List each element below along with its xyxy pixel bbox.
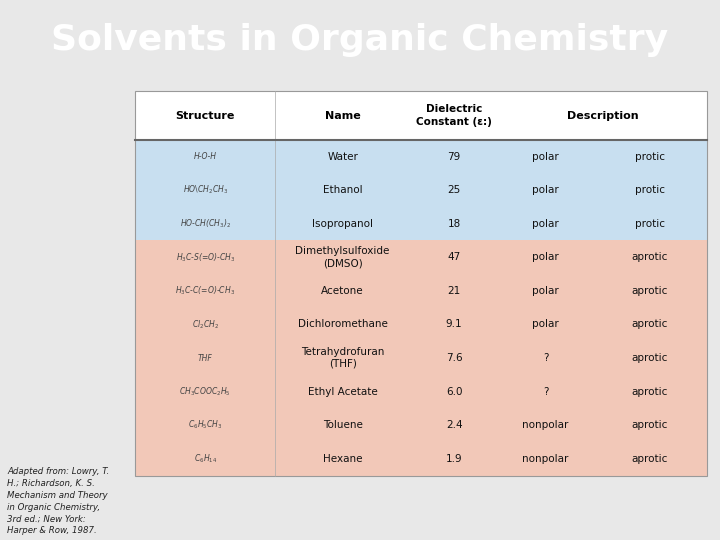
Text: Description: Description (567, 111, 639, 120)
Bar (135, 240, 707, 274)
Text: Hexane: Hexane (323, 454, 362, 464)
Text: aprotic: aprotic (631, 353, 668, 363)
Text: aprotic: aprotic (631, 252, 668, 262)
Text: aprotic: aprotic (631, 420, 668, 430)
Text: Solvents in Organic Chemistry: Solvents in Organic Chemistry (51, 23, 669, 57)
Bar (135, 308, 707, 341)
Text: C$_6$H$_5$CH$_3$: C$_6$H$_5$CH$_3$ (188, 419, 222, 431)
Text: 2.4: 2.4 (446, 420, 462, 430)
Bar (135, 375, 707, 408)
Text: 47: 47 (447, 252, 461, 262)
Text: Acetone: Acetone (321, 286, 364, 296)
Text: Tetrahydrofuran
(THF): Tetrahydrofuran (THF) (301, 347, 384, 369)
Text: Dimethylsulfoxide
(DMSO): Dimethylsulfoxide (DMSO) (295, 246, 390, 268)
Text: THF: THF (198, 354, 213, 362)
Text: polar: polar (532, 286, 559, 296)
Text: Ethyl Acetate: Ethyl Acetate (307, 387, 377, 396)
Bar (135, 91, 707, 476)
Text: 18: 18 (447, 219, 461, 229)
Text: nonpolar: nonpolar (522, 420, 569, 430)
Text: H$_3$C-S(=O)-CH$_3$: H$_3$C-S(=O)-CH$_3$ (176, 251, 235, 264)
Text: HO$\backslash$CH$_2$CH$_3$: HO$\backslash$CH$_2$CH$_3$ (183, 184, 228, 197)
Text: protic: protic (635, 152, 665, 161)
Text: aprotic: aprotic (631, 387, 668, 396)
Text: polar: polar (532, 320, 559, 329)
Text: 6.0: 6.0 (446, 387, 462, 396)
Text: 79: 79 (447, 152, 461, 161)
Text: Adapted from: Lowry, T.
H.; Richardson, K. S.
Mechanism and Theory
in Organic Ch: Adapted from: Lowry, T. H.; Richardson, … (7, 468, 109, 535)
Bar (135, 207, 707, 240)
Text: Ethanol: Ethanol (323, 185, 362, 195)
Text: ?: ? (543, 387, 549, 396)
Text: H$_3$C-C(=O)-CH$_3$: H$_3$C-C(=O)-CH$_3$ (176, 285, 235, 297)
Bar (135, 140, 707, 173)
Text: aprotic: aprotic (631, 286, 668, 296)
Bar (135, 408, 707, 442)
Bar (135, 341, 707, 375)
Text: polar: polar (532, 252, 559, 262)
Text: Water: Water (327, 152, 358, 161)
Text: ?: ? (543, 353, 549, 363)
Text: Dielectric
Constant (ε:): Dielectric Constant (ε:) (416, 104, 492, 127)
Text: polar: polar (532, 185, 559, 195)
Bar (135, 274, 707, 308)
Text: 1.9: 1.9 (446, 454, 462, 464)
Text: Toluene: Toluene (323, 420, 363, 430)
Text: Name: Name (325, 111, 361, 120)
Text: C$_6$H$_{14}$: C$_6$H$_{14}$ (194, 453, 217, 465)
Bar (135, 173, 707, 207)
Text: H-O-H: H-O-H (194, 152, 217, 161)
Bar (135, 442, 707, 476)
Bar (135, 91, 707, 140)
Text: 9.1: 9.1 (446, 320, 462, 329)
Text: aprotic: aprotic (631, 320, 668, 329)
Text: polar: polar (532, 152, 559, 161)
Text: Structure: Structure (176, 111, 235, 120)
Text: protic: protic (635, 185, 665, 195)
Text: CH$_3$COOC$_2$H$_5$: CH$_3$COOC$_2$H$_5$ (179, 386, 231, 398)
Text: Dichloromethane: Dichloromethane (297, 320, 387, 329)
Text: protic: protic (635, 219, 665, 229)
Text: aprotic: aprotic (631, 454, 668, 464)
Text: Isopropanol: Isopropanol (312, 219, 373, 229)
Text: nonpolar: nonpolar (522, 454, 569, 464)
Text: 7.6: 7.6 (446, 353, 462, 363)
Text: HO-CH(CH$_3$)$_2$: HO-CH(CH$_3$)$_2$ (180, 218, 231, 230)
Text: 25: 25 (447, 185, 461, 195)
Text: Cl$_2$CH$_2$: Cl$_2$CH$_2$ (192, 318, 219, 330)
Text: 21: 21 (447, 286, 461, 296)
Text: polar: polar (532, 219, 559, 229)
